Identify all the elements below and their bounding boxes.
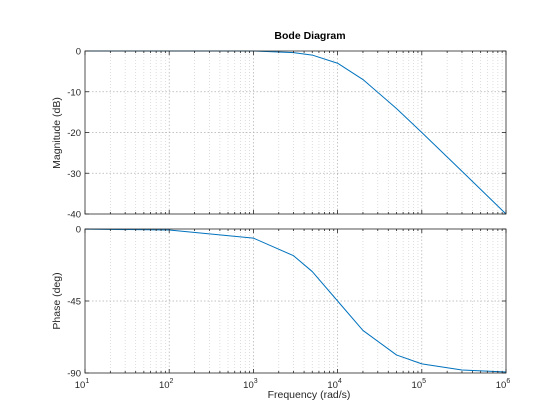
phase-ylabel: Phase (deg)	[51, 272, 63, 329]
magnitude-y-tick-label: 0	[76, 47, 81, 58]
phase-series-line	[84, 228, 507, 373]
x-tick-label: 105	[412, 378, 427, 391]
magnitude-y-tick-label: -40	[67, 210, 81, 221]
phase-y-tick-label: 0	[76, 225, 81, 236]
x-tick-label: 103	[243, 378, 258, 391]
magnitude-y-tick-label: -10	[67, 87, 81, 98]
x-tick-label: 106	[496, 378, 511, 391]
magnitude-axes: 0 -10 -20 -30 -40	[67, 47, 507, 221]
x-tick-label: 104	[327, 378, 342, 391]
magnitude-y-tick-label: -20	[67, 128, 81, 139]
x-axis-label: Frequency (rad/s)	[268, 389, 351, 401]
x-tick-label: 102	[159, 378, 174, 391]
x-tick-label: 101	[75, 378, 90, 391]
magnitude-y-tick-label: -30	[67, 169, 81, 180]
phase-y-tick-label: -45	[67, 297, 81, 308]
magnitude-ylabel: Magnitude (dB)	[51, 97, 63, 169]
chart-title: Bode Diagram	[274, 30, 345, 42]
phase-y-tick-label: -90	[67, 369, 81, 380]
